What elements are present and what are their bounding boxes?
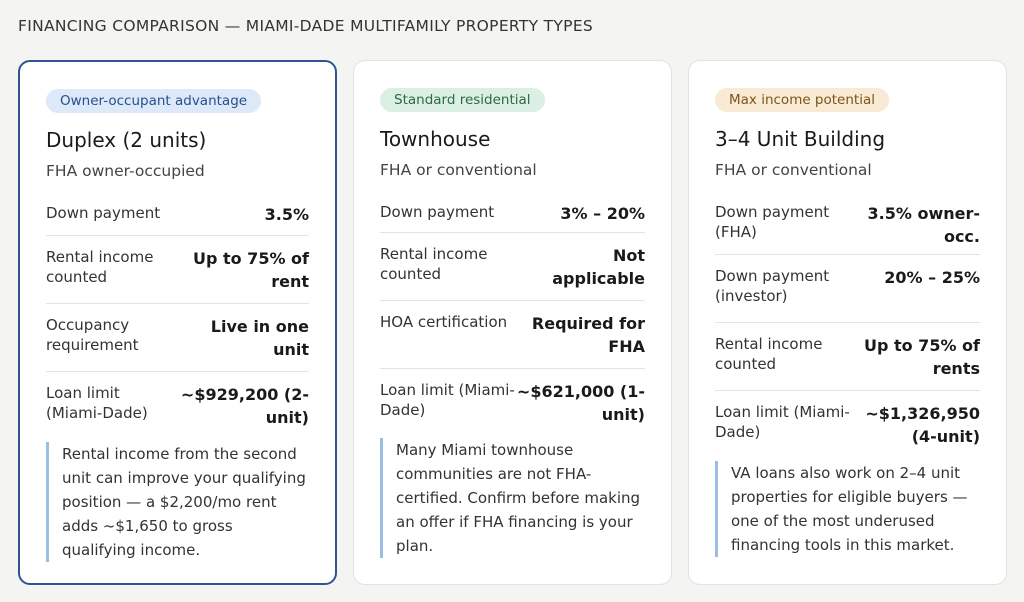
row-value: Up to 75% of rents bbox=[863, 336, 980, 378]
badge-max-income: Max income potential bbox=[715, 88, 889, 112]
card-note: Rental income from the second unit can i… bbox=[46, 442, 309, 562]
row-label: Loan limit (Miami-Dade) bbox=[380, 381, 515, 419]
detail-rows: Down payment 3.5% Rental income counted … bbox=[46, 192, 309, 432]
badge-standard-residential: Standard residential bbox=[380, 88, 545, 112]
row-value: Required for FHA bbox=[531, 314, 645, 356]
row-value: 3.5% owner-occ. bbox=[867, 204, 981, 246]
card-note: VA loans also work on 2–4 unit propertie… bbox=[715, 461, 980, 557]
card-title: Duplex (2 units) bbox=[46, 128, 207, 152]
row-occupancy: Occupancy requirement Live in one unit bbox=[46, 304, 309, 372]
row-down-payment-investor: Down payment (investor) 20% – 25% bbox=[715, 255, 980, 323]
detail-rows: Down payment 3% – 20% Rental income coun… bbox=[380, 191, 645, 429]
row-label: Down payment (investor) bbox=[715, 267, 830, 305]
row-value: 20% – 25% bbox=[884, 268, 980, 287]
row-label: Rental income counted bbox=[46, 248, 154, 286]
row-value: Up to 75% of rent bbox=[192, 249, 309, 291]
row-value: 3% – 20% bbox=[560, 204, 645, 223]
row-value: ~$1,326,950 (4-unit) bbox=[865, 404, 980, 446]
row-label: HOA certification bbox=[380, 313, 508, 331]
row-down-payment-fha: Down payment (FHA) 3.5% owner-occ. bbox=[715, 191, 980, 255]
row-rental-income: Rental income counted Not applicable bbox=[380, 233, 645, 301]
row-label: Rental income counted bbox=[380, 245, 488, 283]
card-townhouse[interactable]: Standard residential Townhouse FHA or co… bbox=[353, 60, 672, 585]
row-label: Down payment (FHA) bbox=[715, 203, 830, 241]
row-loan-limit: Loan limit (Miami-Dade) ~$929,200 (2-uni… bbox=[46, 372, 309, 432]
card-3-4-unit[interactable]: Max income potential 3–4 Unit Building F… bbox=[688, 60, 1007, 585]
detail-rows: Down payment (FHA) 3.5% owner-occ. Down … bbox=[715, 191, 980, 451]
card-duplex[interactable]: Owner-occupant advantage Duplex (2 units… bbox=[18, 60, 337, 585]
row-rental-income: Rental income counted Up to 75% of rents bbox=[715, 323, 980, 391]
card-subtitle: FHA owner-occupied bbox=[46, 162, 205, 180]
row-loan-limit: Loan limit (Miami-Dade) ~$1,326,950 (4-u… bbox=[715, 391, 980, 451]
row-label: Down payment bbox=[380, 203, 495, 221]
row-hoa-certification: HOA certification Required for FHA bbox=[380, 301, 645, 369]
page-title: FINANCING COMPARISON — MIAMI-DADE MULTIF… bbox=[18, 17, 594, 35]
row-value: ~$929,200 (2-unit) bbox=[180, 385, 309, 427]
card-subtitle: FHA or conventional bbox=[715, 161, 872, 179]
row-label: Rental income counted bbox=[715, 335, 823, 373]
row-value: ~$621,000 (1-unit) bbox=[516, 382, 645, 424]
card-title: 3–4 Unit Building bbox=[715, 127, 886, 151]
row-value: 3.5% bbox=[264, 205, 309, 224]
row-loan-limit: Loan limit (Miami-Dade) ~$621,000 (1-uni… bbox=[380, 369, 645, 429]
row-down-payment: Down payment 3.5% bbox=[46, 192, 309, 236]
row-label: Down payment bbox=[46, 204, 161, 222]
row-label: Loan limit (Miami-Dade) bbox=[715, 403, 850, 441]
row-label: Loan limit (Miami-Dade) bbox=[46, 384, 148, 422]
row-label: Occupancy requirement bbox=[46, 316, 139, 354]
row-value: Live in one unit bbox=[210, 317, 309, 359]
row-rental-income: Rental income counted Up to 75% of rent bbox=[46, 236, 309, 304]
card-title: Townhouse bbox=[380, 127, 491, 151]
card-note: Many Miami townhouse communities are not… bbox=[380, 438, 645, 558]
card-subtitle: FHA or conventional bbox=[380, 161, 537, 179]
row-down-payment: Down payment 3% – 20% bbox=[380, 191, 645, 233]
badge-owner-occupant: Owner-occupant advantage bbox=[46, 89, 262, 113]
row-value: Not applicable bbox=[552, 246, 645, 288]
